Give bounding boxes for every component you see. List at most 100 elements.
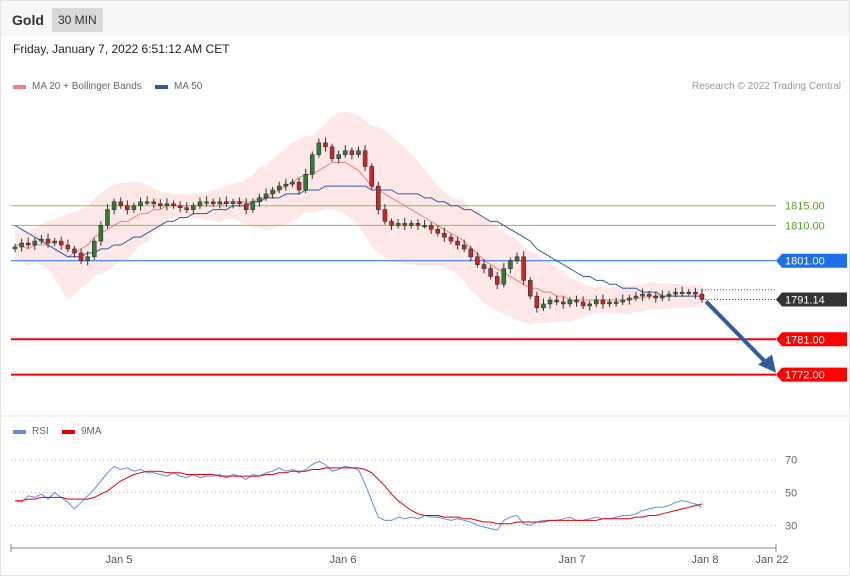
candle-body: [210, 201, 216, 205]
asset-title: Gold: [12, 12, 44, 28]
candle-body: [32, 240, 38, 246]
rsi-9ma-line: [15, 467, 703, 525]
rsi-tick-70: 70: [785, 455, 797, 467]
candle-body: [25, 242, 31, 246]
candle-body: [442, 232, 447, 238]
candle-body: [257, 197, 262, 203]
legend-ma20-swatch: [13, 84, 26, 89]
candle-body: [435, 229, 441, 234]
chart-datetime: Friday, January 7, 2022 6:51:12 AM CET: [13, 42, 230, 56]
candle-body: [296, 181, 302, 191]
chart-credit: Research © 2022 Trading Central: [691, 81, 841, 92]
candle-body: [666, 293, 672, 297]
projection-arrowhead: [758, 354, 776, 373]
legend-ma20-label: MA 20 + Bollinger Bands: [32, 81, 142, 92]
candle-body: [191, 205, 196, 210]
candle-body: [508, 260, 513, 269]
candle-body: [448, 236, 454, 242]
candle-body: [45, 238, 51, 244]
candle-body: [481, 264, 487, 269]
candle-body: [528, 280, 533, 297]
candle-body: [613, 301, 619, 304]
level-tag-1801.00: [776, 253, 847, 268]
legend-ma50-label: MA 50: [174, 81, 203, 92]
candle-body: [660, 295, 665, 299]
candle-body: [197, 201, 203, 206]
candle-body: [376, 185, 381, 210]
candle-body: [468, 248, 474, 258]
candle-body: [607, 301, 612, 305]
candle-body: [303, 174, 308, 191]
candle-body: [336, 154, 341, 159]
rsi-tick-50: 50: [785, 488, 797, 500]
candle-body: [633, 295, 639, 299]
candle-body: [290, 181, 295, 185]
candle-body: [356, 150, 361, 155]
candle-body: [230, 201, 236, 205]
level-label-1815.00: 1815.00: [785, 201, 825, 213]
candle-body: [534, 295, 540, 309]
level-tag-1772.00: [776, 367, 847, 382]
timeframe-badge[interactable]: 30 MIN: [52, 8, 103, 32]
candle-body: [501, 268, 507, 285]
candle-body: [362, 150, 368, 167]
candle-body: [125, 205, 130, 210]
candle-body: [521, 256, 526, 281]
candle-body: [402, 223, 407, 226]
candle-body: [217, 201, 223, 205]
level-label-1772.00: 1772.00: [785, 370, 825, 382]
legend-9ma-label: 9MA: [81, 426, 102, 437]
candle-body: [276, 185, 282, 191]
candle-body: [369, 166, 374, 187]
candle-body: [389, 221, 394, 226]
candle-body: [78, 252, 84, 261]
candle-body: [422, 225, 427, 228]
candle-body: [587, 303, 592, 307]
legend-ma50: MA 50: [155, 81, 202, 92]
legend-9ma: 9MA: [62, 426, 102, 437]
level-label-1810.00: 1810.00: [785, 220, 825, 232]
candle-body: [224, 201, 229, 205]
candle-body: [653, 295, 659, 299]
candle-body: [250, 201, 256, 210]
candle-body: [316, 142, 322, 155]
legend-rsi-swatch: [13, 429, 26, 434]
candle-body: [627, 297, 632, 301]
x-tick-label: Jan 5: [106, 554, 133, 566]
candle-body: [494, 276, 500, 285]
candle-body: [105, 209, 110, 226]
legend-rsi-label: RSI: [32, 426, 49, 437]
candle-body: [144, 201, 150, 204]
legend-rsi: RSI: [13, 426, 49, 437]
candle-body: [541, 303, 546, 309]
candle-body: [455, 240, 460, 246]
candle-body: [561, 301, 566, 305]
candle-body: [72, 248, 77, 254]
x-tick-label: Jan 6: [330, 554, 357, 566]
level-label-1801.00: 1801.00: [785, 256, 825, 268]
candle-body: [349, 150, 355, 155]
candle-body: [567, 299, 573, 305]
legend-ma20: MA 20 + Bollinger Bands: [13, 81, 142, 92]
candle-body: [686, 291, 692, 294]
candle-body: [646, 293, 652, 297]
candle-body: [580, 301, 586, 307]
chart-header: Gold 30 MIN: [1, 1, 849, 36]
candle-body: [65, 244, 71, 250]
candle-body: [600, 299, 606, 305]
candle-body: [395, 223, 401, 226]
candle-body: [415, 223, 421, 226]
candle-body: [19, 242, 24, 248]
candle-body: [475, 256, 480, 265]
x-tick-label: Jan 7: [559, 554, 586, 566]
candle-body: [329, 146, 335, 159]
candle-body: [204, 201, 209, 204]
candle-body: [92, 240, 97, 258]
candle-body: [428, 225, 434, 230]
candle-body: [283, 183, 289, 187]
candle-body: [461, 244, 467, 250]
rsi-line: [14, 460, 703, 531]
candle-body: [263, 193, 269, 199]
candle-body: [98, 225, 104, 242]
